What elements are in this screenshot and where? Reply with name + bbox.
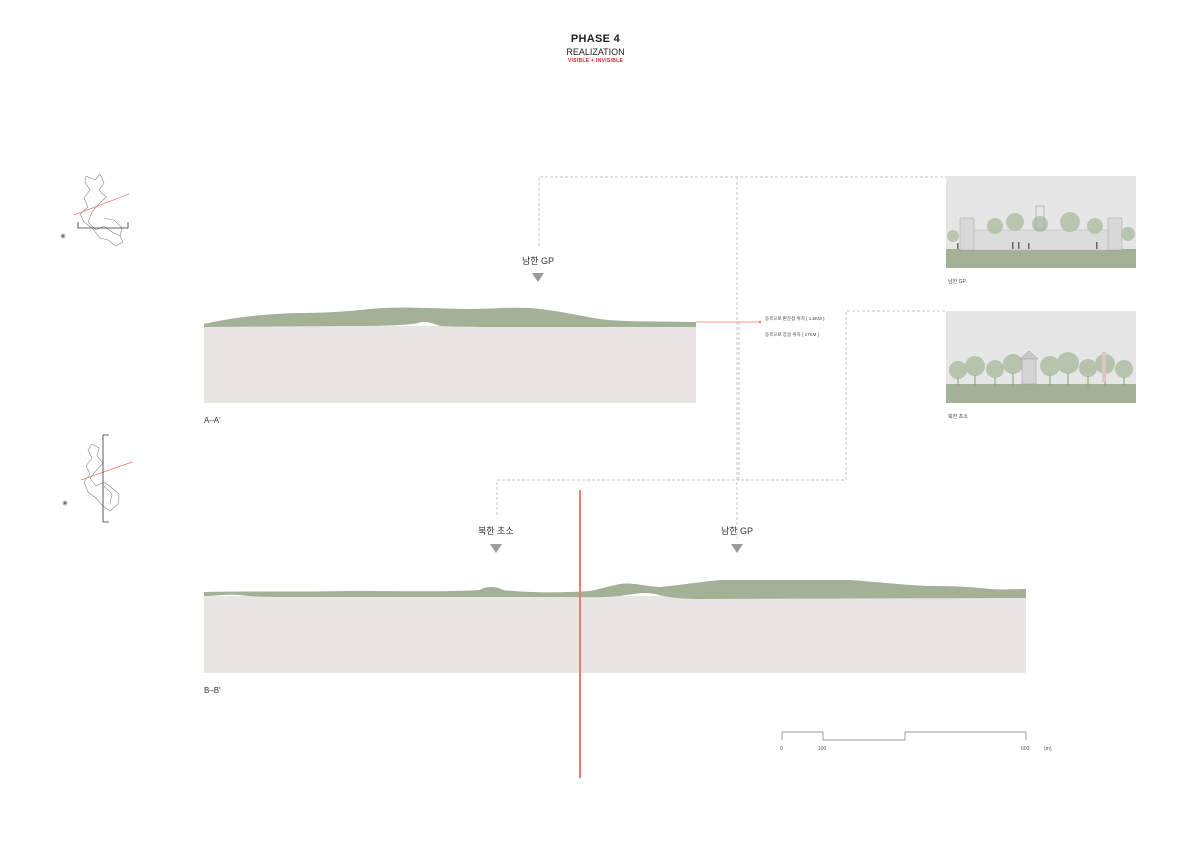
marker-b-north-label: 북한 초소 bbox=[478, 526, 514, 536]
marker-a-south-gp-icon bbox=[532, 273, 544, 282]
dashed-leaders bbox=[496, 176, 946, 538]
section-a-ground bbox=[204, 326, 696, 403]
scale-bar bbox=[781, 731, 1027, 741]
scale-unit: (m) bbox=[1044, 746, 1052, 752]
section-b-label: B–B' bbox=[204, 686, 221, 695]
scale-tick-100: 100 bbox=[818, 746, 827, 752]
marker-b-south-gp-icon bbox=[731, 544, 743, 553]
section-a-label: A–A' bbox=[204, 416, 221, 425]
note-panmunjom: 동측으로 판문점 위치 ( 1.5KM ) bbox=[765, 316, 825, 321]
phase-subtitle: REALIZATION bbox=[566, 47, 625, 57]
section-a-terrain bbox=[204, 307, 696, 327]
key-map-b-cut bbox=[80, 461, 133, 481]
photo-north-post-caption: 북한 초소 bbox=[948, 414, 968, 420]
marker-b-south-label: 남한 GP bbox=[721, 526, 754, 536]
photo-north-post bbox=[946, 311, 1136, 403]
scale-tick-600: 600 bbox=[1021, 746, 1030, 752]
section-b bbox=[204, 580, 1026, 673]
key-map-a-cut bbox=[73, 193, 130, 216]
marker-b-north-post-icon bbox=[490, 544, 502, 553]
section-b-terrain bbox=[204, 580, 1026, 599]
key-map-b bbox=[83, 443, 120, 512]
marker-a-label: 남한 GP bbox=[522, 256, 555, 266]
note-tunnel: 동측으로 장굴 위치 ( 17KM ) bbox=[765, 332, 820, 337]
photo-south-gp bbox=[946, 176, 1136, 268]
key-map-a bbox=[79, 173, 124, 247]
photo-south-gp-caption: 남한 GP bbox=[948, 279, 966, 285]
section-a bbox=[204, 307, 696, 403]
scale-tick-0: 0 bbox=[780, 746, 783, 752]
phase-title: PHASE 4 bbox=[570, 33, 621, 45]
phase-tagline: VISIBLE + INVISIBLE bbox=[567, 58, 624, 64]
section-b-ground bbox=[204, 596, 1026, 673]
